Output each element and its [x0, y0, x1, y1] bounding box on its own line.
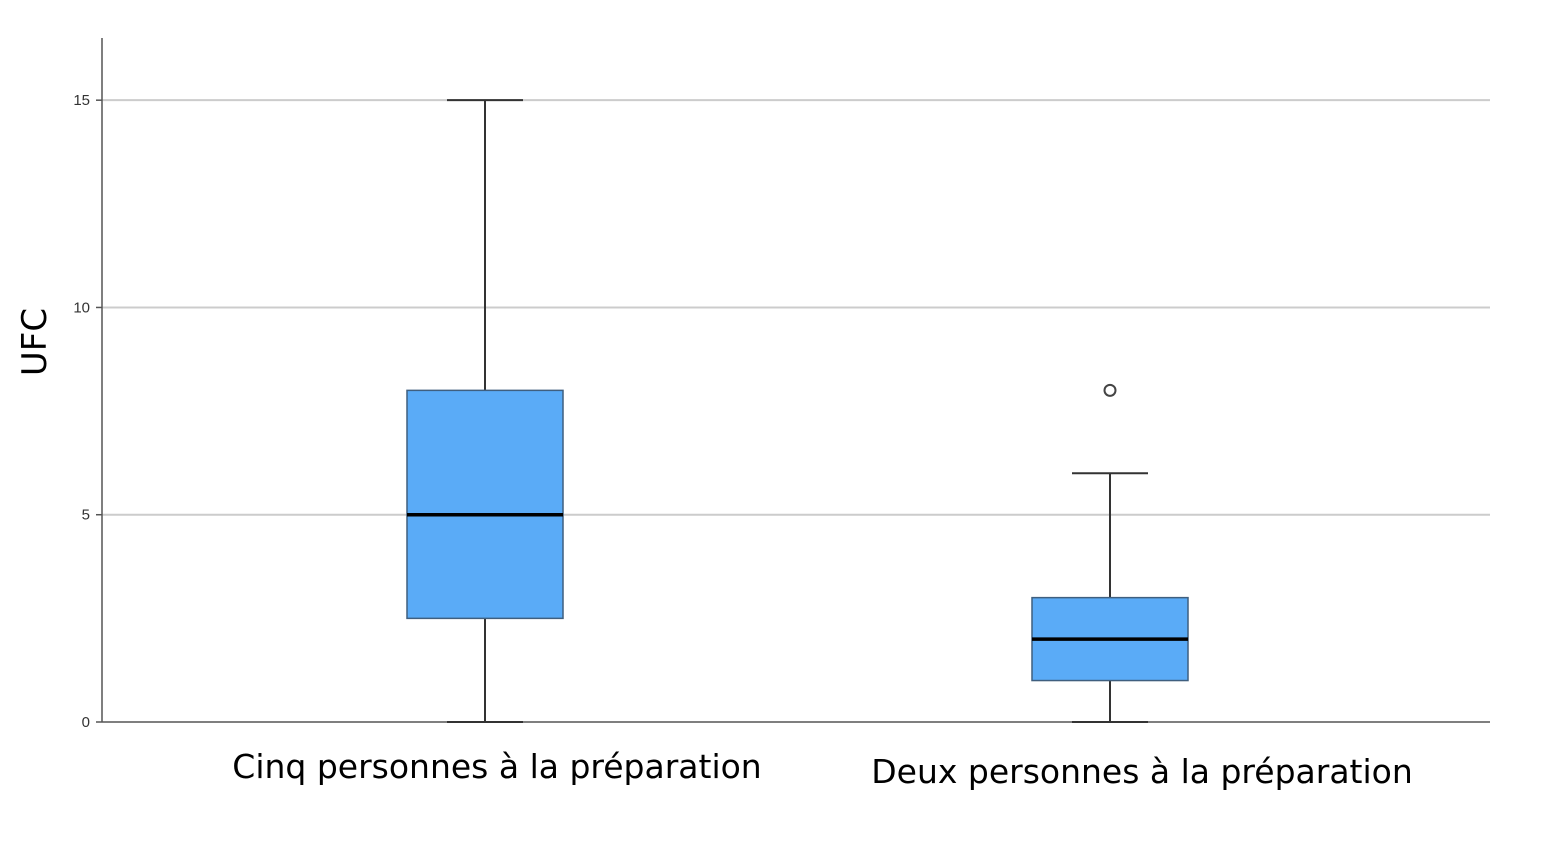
y-tick-labels: 0 5 10 15	[73, 92, 102, 731]
box-group	[1031, 383, 1189, 723]
y-tick-label: 15	[73, 92, 90, 109]
boxes	[406, 99, 1189, 723]
y-axis-title: UFC	[15, 308, 55, 376]
iqr-box	[406, 389, 564, 620]
axes	[101, 38, 1490, 723]
outlier-point	[1103, 383, 1117, 397]
y-tick-label: 0	[82, 714, 90, 731]
category-label: Cinq personnes à la préparation	[232, 747, 761, 786]
y-tick-label: 5	[82, 507, 90, 524]
category-labels: Cinq personnes à la préparation Deux pers…	[232, 747, 1412, 791]
box-group	[406, 99, 564, 723]
grid-lines	[102, 99, 1490, 516]
category-label: Deux personnes à la préparation	[871, 752, 1413, 791]
y-tick-label: 10	[73, 299, 90, 316]
